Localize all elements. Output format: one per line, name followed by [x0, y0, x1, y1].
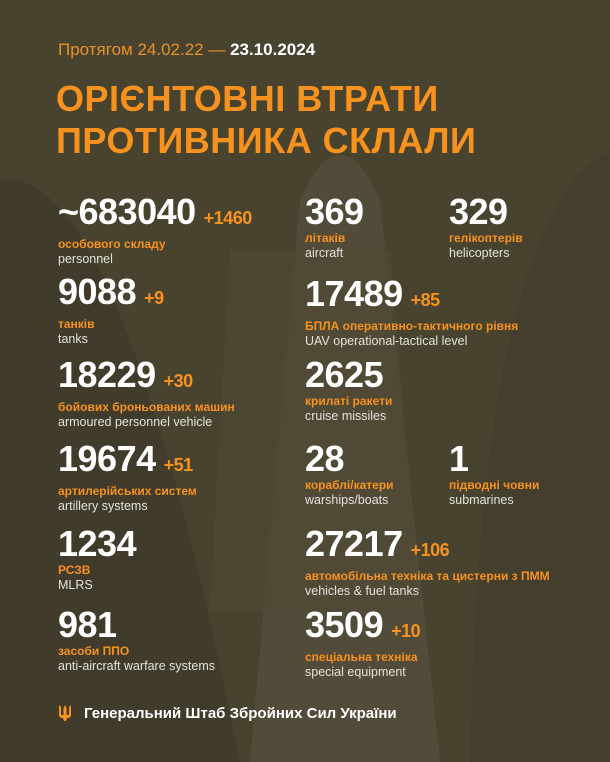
stat-item: 1234 РСЗВ MLRS [58, 523, 137, 593]
stat-label-en: helicopters [449, 246, 510, 260]
stat-value: 981 [58, 604, 117, 645]
stat-value: 9088 +9 [58, 271, 164, 312]
stat-label-ua: підводні човни [449, 478, 540, 492]
stat-label-ua: артилерійських систем [58, 484, 197, 498]
stat-value: 369 [305, 191, 364, 232]
stat-label-en: cruise missiles [305, 409, 387, 423]
stat-value: 2625 [305, 354, 384, 395]
stat-label-en: UAV operational-tactical level [305, 334, 468, 348]
stat-item: 28 кораблі/катери warships/boats [305, 438, 394, 508]
stat-label-en: armoured personnel vehicle [58, 415, 213, 429]
stat-item: 329 гелікоптерів helicopters [449, 191, 523, 261]
stat-label-en: aircraft [305, 246, 344, 260]
stat-delta: +1460 [203, 208, 253, 228]
stat-item: 9088 +9 танків tanks [58, 271, 164, 347]
stat-label-ua: особового складу [58, 237, 166, 251]
stat-delta: +9 [144, 288, 164, 308]
stat-delta: +30 [163, 371, 194, 391]
stat-delta: +106 [410, 540, 450, 560]
stat-label-en: vehicles & fuel tanks [305, 584, 419, 598]
footer: Генеральний Штаб Збройних Сил України [58, 704, 397, 722]
stat-label-en: warships/boats [305, 493, 389, 507]
stat-label-ua: кораблі/катери [305, 478, 394, 492]
page-title: ОРІЄНТОВНІ ВТРАТИ ПРОТИВНИКА СКЛАЛИ [56, 78, 477, 161]
stat-label-en: special equipment [305, 665, 406, 679]
stat-label-en: tanks [58, 332, 88, 346]
stat-label-ua: літаків [305, 231, 346, 245]
stat-label-en: personnel [58, 252, 113, 266]
stat-value: 18229 +30 [58, 354, 194, 395]
trident-icon [59, 705, 71, 721]
stat-value: 17489 +85 [305, 273, 441, 314]
stat-label-en: MLRS [58, 578, 93, 592]
stat-item: 17489 +85 БПЛА оперативно-тактичного рівн… [305, 273, 519, 349]
stat-delta: +85 [410, 290, 441, 310]
stat-value: 19674 +51 [58, 438, 194, 479]
stat-label-en: artillery systems [58, 499, 148, 513]
stat-item: 981 засоби ППО anti-aircraft warfare sys… [58, 604, 215, 674]
stat-value: 3509 +10 [305, 604, 421, 645]
stat-label-ua: автомобільна техніка та цистерни з ПММ [305, 569, 550, 583]
stat-label-ua: засоби ППО [58, 644, 130, 658]
stat-item: 3509 +10 спеціальна техніка special equip… [305, 604, 421, 680]
stat-label-ua: танків [58, 317, 95, 331]
stat-label-ua: бойових броньованих машин [58, 400, 235, 414]
stat-label-ua: РСЗВ [58, 563, 91, 577]
stat-label-ua: БПЛА оперативно-тактичного рівня [305, 319, 519, 333]
stat-label-ua: гелікоптерів [449, 231, 523, 245]
stat-item: 1 підводні човни submarines [449, 438, 540, 508]
stat-item: 18229 +30 бойових броньованих машин armou… [58, 354, 235, 430]
date-range: Протягом 24.02.22 — 23.10.2024 [58, 40, 316, 59]
stat-delta: +51 [163, 455, 194, 475]
stat-value: 27217 +106 [305, 523, 450, 564]
stat-value: ~683040 +1460 [58, 191, 253, 232]
stat-value: 1 [449, 438, 469, 479]
organization-name: Генеральний Штаб Збройних Сил України [84, 704, 397, 722]
stat-value: 329 [449, 191, 508, 232]
stat-delta: +10 [391, 621, 421, 641]
stat-item: 2625 крилаті ракети cruise missiles [305, 354, 393, 424]
stat-value: 1234 [58, 523, 137, 564]
stat-item: 27217 +106 автомобільна техніка та цистер… [305, 523, 550, 599]
stat-item: 19674 +51 артилерійських систем artillery… [58, 438, 197, 514]
stat-label-en: anti-aircraft warfare systems [58, 659, 215, 673]
stat-item: 369 літаків aircraft [305, 191, 364, 261]
stat-value: 28 [305, 438, 345, 479]
stat-item: ~683040 +1460 особового складу personnel [58, 191, 253, 267]
stat-label-ua: крилаті ракети [305, 394, 393, 408]
stat-label-ua: спеціальна техніка [305, 650, 418, 664]
stat-label-en: submarines [449, 493, 514, 507]
